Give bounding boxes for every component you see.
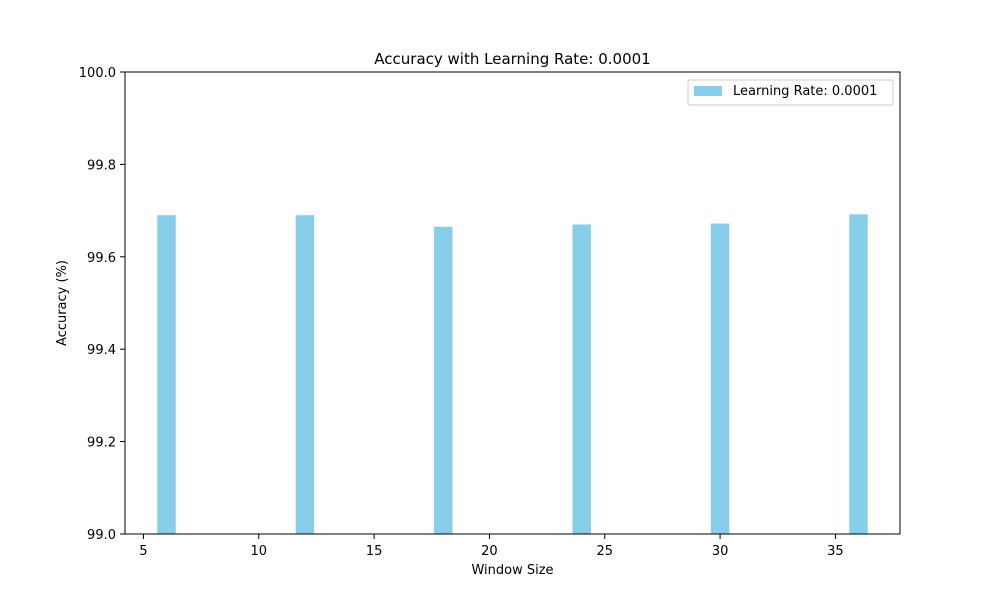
y-tick-label: 99.0 <box>87 528 116 543</box>
y-axis-label: Accuracy (%) <box>55 260 70 346</box>
y-tick-label: 99.4 <box>87 343 116 358</box>
bar-window-18 <box>434 226 453 534</box>
y-tick-label: 99.8 <box>87 158 116 173</box>
bar-window-6 <box>157 215 176 534</box>
x-tick-label: 20 <box>481 544 498 559</box>
legend-swatch <box>694 86 722 96</box>
bar-window-24 <box>572 224 591 534</box>
chart-title: Accuracy with Learning Rate: 0.0001 <box>374 50 650 68</box>
y-tick-label: 99.2 <box>87 436 116 451</box>
plot-area-frame <box>124 71 901 535</box>
y-tick-label: 99.6 <box>87 251 116 266</box>
bar-window-30 <box>710 223 730 534</box>
legend-box <box>687 79 894 106</box>
x-tick-label: 10 <box>251 544 268 559</box>
y-tick-label: 100.0 <box>79 66 116 81</box>
legend: Learning Rate: 0.0001 <box>687 79 894 106</box>
x-tick-label: 5 <box>139 544 147 559</box>
x-tick-label: 25 <box>596 544 613 559</box>
x-tick-label: 30 <box>712 544 729 559</box>
x-tick-label: 35 <box>827 544 844 559</box>
legend-label: Learning Rate: 0.0001 <box>733 84 877 99</box>
x-axis-label: Window Size <box>471 563 553 578</box>
x-axis-ticks: 5 10 15 20 25 30 35 <box>139 534 844 559</box>
bar-window-12 <box>295 215 315 534</box>
bar-window-36 <box>849 214 868 534</box>
y-axis-ticks: 99.0 99.2 99.4 99.6 99.8 100.0 <box>79 66 125 543</box>
bars-layer <box>157 214 868 534</box>
x-tick-label: 15 <box>366 544 383 559</box>
